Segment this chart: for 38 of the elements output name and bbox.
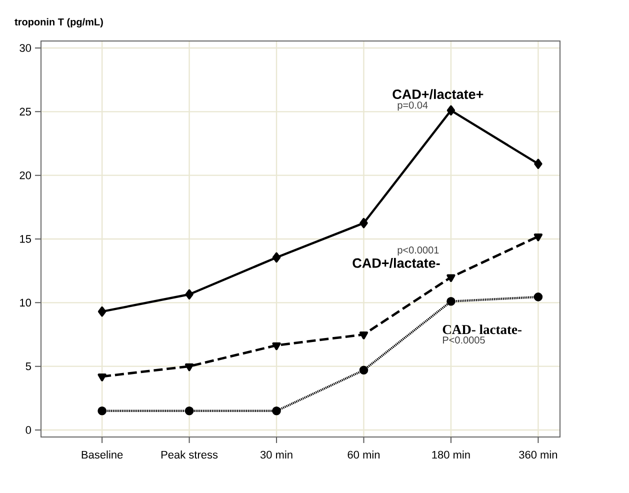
point: [98, 374, 106, 382]
point: [98, 306, 106, 317]
y-tick-label: 15: [20, 235, 31, 243]
point: [184, 363, 194, 372]
x-tick-label: 360 min: [519, 450, 558, 459]
point: [272, 252, 281, 263]
series-label: CAD+/lactate-: [352, 258, 440, 268]
annotation: p<0.0001: [398, 246, 439, 256]
x-tick-label: 180 min: [432, 450, 470, 459]
point: [185, 289, 194, 300]
point: [534, 233, 543, 242]
point: [360, 218, 368, 228]
annotation: p=0.04: [398, 102, 428, 111]
annotation: P<0.0005: [442, 336, 485, 344]
point: [446, 105, 456, 116]
point: [98, 406, 106, 416]
y-tick-label: 30: [20, 44, 32, 52]
x-tick-label: Baseline: [82, 450, 123, 459]
y-axis-title: troponin T (pg/mL): [14, 18, 103, 28]
point: [184, 406, 194, 416]
point: [446, 296, 456, 306]
x-tick-label: Peak stress: [161, 450, 218, 459]
series-label: CAD+/lactate+: [392, 89, 484, 100]
point: [534, 292, 543, 302]
point: [446, 274, 456, 282]
x-tick-label: 60 min: [348, 450, 380, 459]
point: [359, 366, 368, 375]
y-tick-label: 5: [26, 362, 31, 370]
x-tick-label: 30 min: [260, 450, 292, 459]
y-tick-label: 25: [20, 108, 31, 116]
point: [272, 342, 281, 350]
y-tick-label: 0: [26, 426, 32, 434]
point: [359, 332, 368, 340]
series-label: CAD- lactate-: [442, 324, 522, 334]
point: [534, 158, 542, 169]
y-tick-label: 20: [20, 171, 32, 180]
point: [272, 406, 281, 416]
y-tick-label: 10: [20, 298, 32, 307]
